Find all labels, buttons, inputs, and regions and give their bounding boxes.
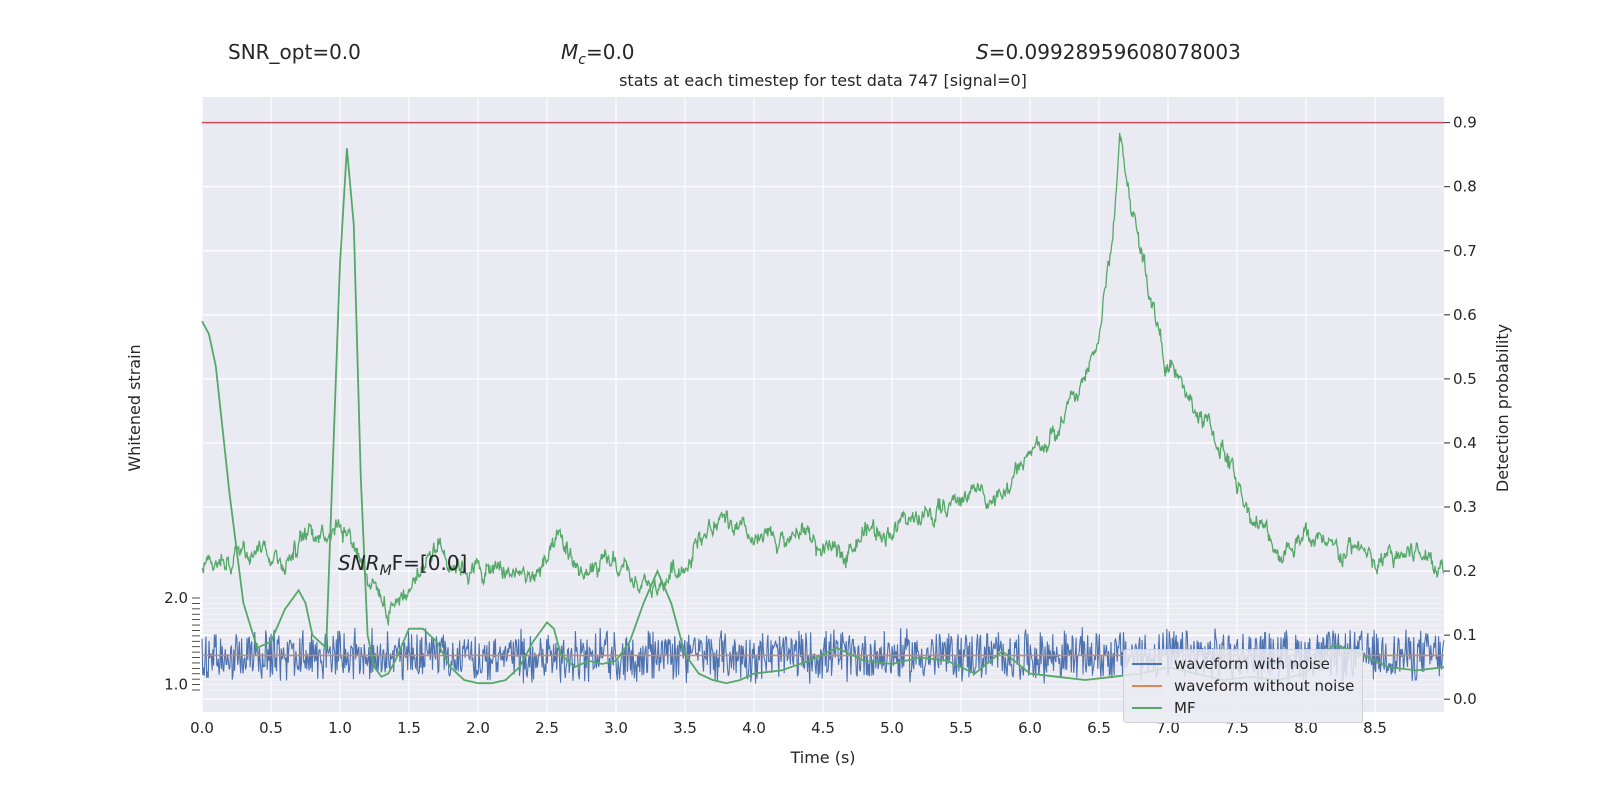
x-tick-label: 0.0 <box>190 719 214 737</box>
x-tick-label: 8.5 <box>1363 719 1387 737</box>
right-tick-label: 0.3 <box>1453 498 1477 516</box>
x-tick-label: 5.5 <box>949 719 973 737</box>
right-y-axis-label: Detection probability <box>1493 324 1512 492</box>
legend: waveform with noise waveform without noi… <box>1123 649 1363 723</box>
x-tick-label: 3.0 <box>604 719 628 737</box>
chirp-mass-symbol: M <box>561 40 579 64</box>
x-tick-label: 7.5 <box>1225 719 1249 737</box>
s-stat-symbol: S <box>976 40 989 64</box>
chart-title: stats at each timestep for test data 747… <box>619 71 1027 90</box>
right-tick-label: 0.4 <box>1453 434 1477 452</box>
left-axis-ticks: 2.0 1.0 <box>164 589 200 693</box>
x-tick-label: 4.0 <box>742 719 766 737</box>
chirp-mass-subscript: c <box>578 52 586 68</box>
legend-label-clean: waveform without noise <box>1174 677 1355 695</box>
snr-mf-rest: F=[0.0] <box>391 551 468 575</box>
legend-item-noise: waveform with noise <box>1132 654 1330 674</box>
x-tick-label: 0.5 <box>259 719 283 737</box>
right-tick-label: 0.1 <box>1453 626 1477 644</box>
left-tick-label: 1.0 <box>164 675 188 693</box>
right-tick-label: 0.6 <box>1453 306 1477 324</box>
x-tick-label: 3.5 <box>673 719 697 737</box>
legend-label-mf: MF <box>1174 699 1196 717</box>
legend-swatch-clean <box>1132 685 1162 687</box>
s-stat-label: S=0.09928959608078003 <box>976 40 1241 64</box>
series-mf <box>201 148 1445 685</box>
right-axis-ticks: 0.0 0.1 0.2 0.3 0.4 0.5 0.6 0.7 0.8 0.9 <box>1444 114 1477 708</box>
legend-swatch-noise <box>1132 663 1162 665</box>
x-tick-label: 2.5 <box>535 719 559 737</box>
snr-opt-label: SNR_opt=0.0 <box>228 40 361 64</box>
x-tick-label: 8.0 <box>1294 719 1318 737</box>
snr-mf-subscript: M <box>379 563 392 579</box>
x-tick-label: 6.5 <box>1087 719 1111 737</box>
left-tick-label: 2.0 <box>164 589 188 607</box>
snr-mf-annotation: SNRMF=[0.0] <box>338 551 467 579</box>
legend-label-noise: waveform with noise <box>1174 655 1330 673</box>
x-tick-label: 7.0 <box>1156 719 1180 737</box>
x-tick-label: 2.0 <box>466 719 490 737</box>
x-axis-ticks: 0.0 0.5 1.0 1.5 2.0 2.5 3.0 3.5 4.0 4.5 5.0 5.5 6.0 6… <box>190 719 1387 737</box>
right-tick-label: 0.8 <box>1453 178 1477 196</box>
right-tick-label: 0.7 <box>1453 242 1477 260</box>
legend-item-mf: MF <box>1132 698 1196 718</box>
x-tick-label: 6.0 <box>1018 719 1042 737</box>
chirp-mass-label: Mc=0.0 <box>561 40 635 68</box>
x-tick-label: 1.0 <box>328 719 352 737</box>
x-tick-label: 5.0 <box>880 719 904 737</box>
right-tick-label: 0.0 <box>1453 690 1477 708</box>
s-stat-value: =0.09928959608078003 <box>988 40 1241 64</box>
right-tick-label: 0.2 <box>1453 562 1477 580</box>
chirp-mass-value: =0.0 <box>585 40 635 64</box>
left-y-axis-label: Whitened strain <box>125 344 144 471</box>
right-tick-label: 0.5 <box>1453 370 1477 388</box>
legend-item-clean: waveform without noise <box>1132 676 1354 696</box>
series-waveform-with-noise <box>201 627 1445 684</box>
x-tick-label: 1.5 <box>397 719 421 737</box>
series-detection-probability <box>201 132 1445 626</box>
legend-swatch-mf <box>1132 707 1162 709</box>
right-tick-label: 0.9 <box>1453 114 1477 132</box>
snr-mf-main: SNR <box>338 551 380 575</box>
x-axis-label: Time (s) <box>789 748 855 767</box>
x-tick-label: 4.5 <box>811 719 835 737</box>
noise-trace <box>201 627 1445 684</box>
